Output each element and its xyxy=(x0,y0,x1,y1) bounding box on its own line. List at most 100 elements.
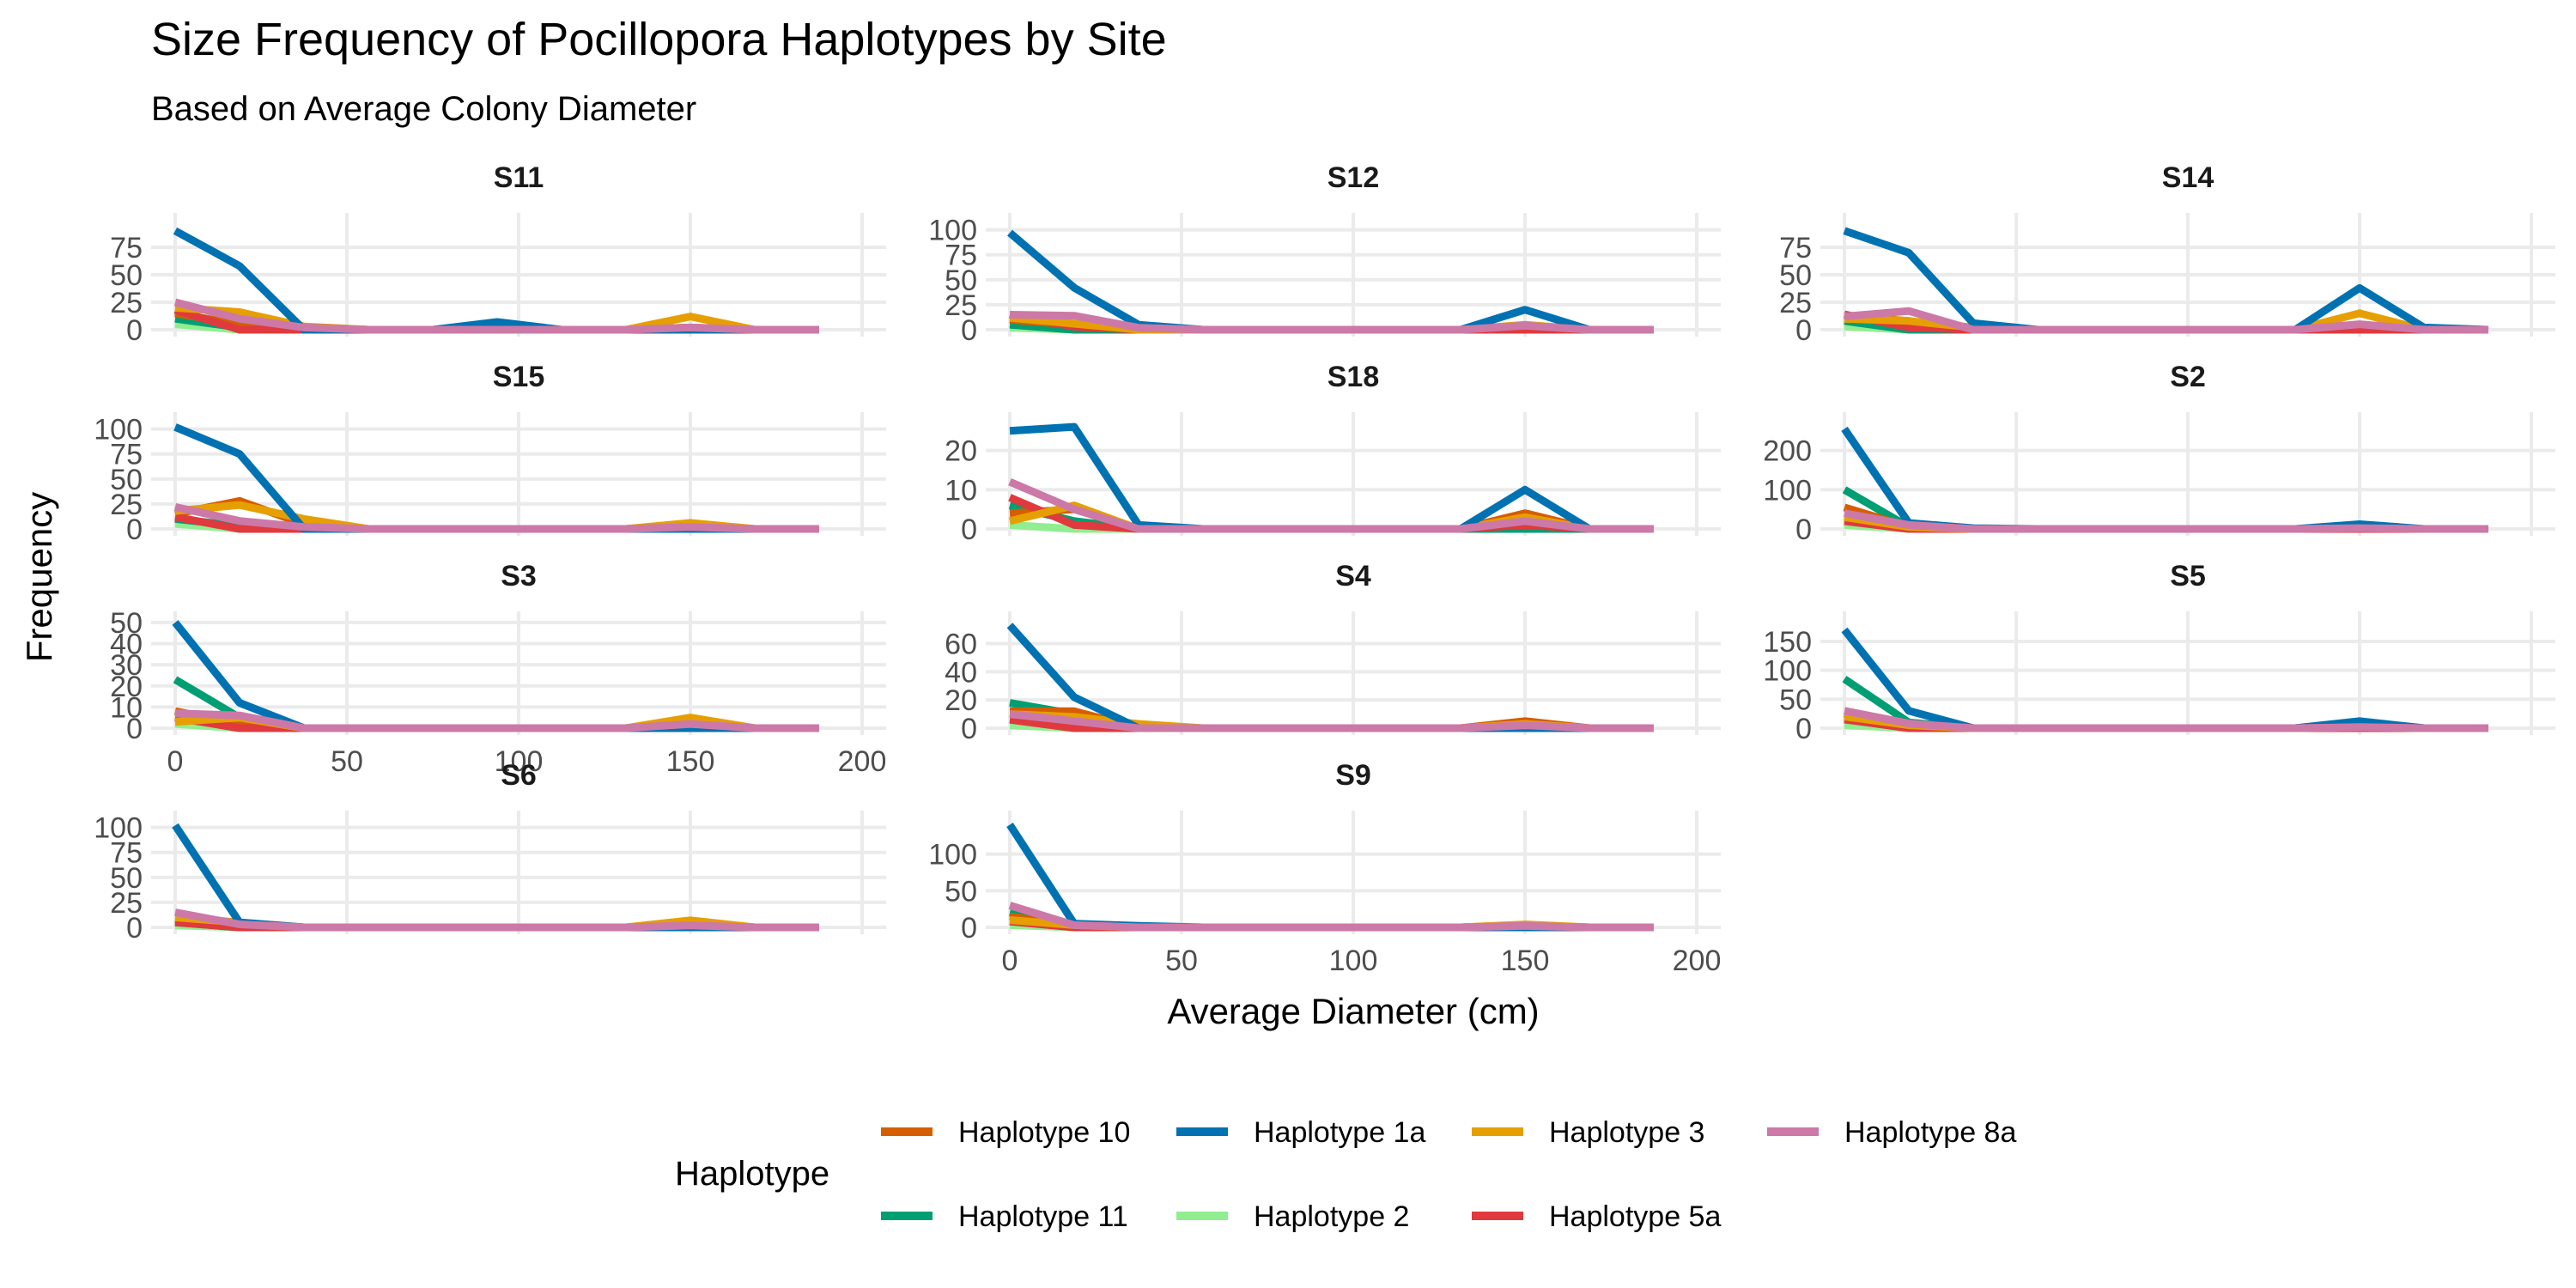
y-tick-label: 30 xyxy=(110,649,143,682)
facet-s2: S2 0 100 200 xyxy=(1763,361,2555,546)
series-line-haplotype-1a xyxy=(1006,623,1654,732)
series-line-haplotype-8a xyxy=(1008,902,1654,932)
facet-title: S2 xyxy=(2170,361,2206,393)
y-tick-label: 60 xyxy=(945,629,977,661)
y-tick-label: 10 xyxy=(110,691,143,724)
y-tick-label: 20 xyxy=(945,684,977,717)
facet-title: S4 xyxy=(1335,560,1371,592)
y-tick-label: 100 xyxy=(94,414,143,447)
series-line-haplotype-8a xyxy=(174,709,819,732)
x-tick-label: 100 xyxy=(495,745,544,778)
x-tick-label: 100 xyxy=(1329,945,1378,977)
y-tick-label: 150 xyxy=(1763,626,1812,659)
series-line-haplotype-8a xyxy=(1009,311,1654,334)
legend-item: Haplotype 8a xyxy=(1767,1116,2016,1149)
x-tick-label: 50 xyxy=(1165,945,1198,977)
facet-title: S9 xyxy=(1335,759,1371,792)
y-tick-label: 25 xyxy=(945,289,977,322)
y-tick-label: 75 xyxy=(945,240,977,272)
x-tick-label: 50 xyxy=(331,745,363,778)
x-tick-label: 150 xyxy=(666,745,715,778)
y-tick-label: 50 xyxy=(945,264,977,297)
y-tick-label: 25 xyxy=(1779,287,1812,319)
legend-label: Haplotype 2 xyxy=(1254,1200,1409,1233)
series-line-haplotype-1a xyxy=(1841,627,2488,732)
series-line-haplotype-8a xyxy=(174,908,819,932)
series-line-haplotype-8a xyxy=(174,503,819,533)
series-line-haplotype-8a xyxy=(1009,710,1654,732)
y-tick-label: 200 xyxy=(1763,435,1812,468)
y-tick-label: 50 xyxy=(110,862,143,895)
x-tick-label: 0 xyxy=(1002,945,1018,977)
y-tick-label: 25 xyxy=(110,287,143,319)
facet-title: S14 xyxy=(2162,161,2215,194)
legend-label: Haplotype 11 xyxy=(958,1200,1128,1233)
y-tick-label: 25 xyxy=(110,887,143,920)
x-tick-label: 0 xyxy=(167,745,184,778)
legend-item: Haplotype 2 xyxy=(1176,1200,1409,1233)
y-tick-label: 40 xyxy=(945,656,977,689)
series-line-haplotype-1a xyxy=(172,620,819,732)
facet-title: S5 xyxy=(2170,560,2206,592)
legend-label: Haplotype 1a xyxy=(1254,1116,1425,1149)
y-tick-label: 20 xyxy=(945,435,977,468)
y-tick-label: 0 xyxy=(126,314,143,347)
y-tick-label: 0 xyxy=(1795,513,1812,546)
x-tick-label: 200 xyxy=(838,745,887,778)
y-tick-label: 75 xyxy=(110,837,143,870)
y-tick-label: 0 xyxy=(961,713,977,745)
y-tick-label: 50 xyxy=(110,607,143,640)
x-tick-label: 150 xyxy=(1501,945,1550,977)
y-tick-label: 0 xyxy=(1795,713,1812,745)
y-tick-label: 75 xyxy=(110,439,143,471)
series-line-haplotype-1a xyxy=(1006,823,1654,932)
facet-title: S11 xyxy=(494,161,544,194)
legend-label: Haplotype 3 xyxy=(1549,1116,1704,1149)
y-tick-label: 0 xyxy=(126,713,143,745)
legend-item: Haplotype 5a xyxy=(1472,1200,1721,1233)
series-line-haplotype-8a xyxy=(1844,509,2488,533)
facet-s18: S18 0 10 20 xyxy=(945,361,1721,546)
facet-title: S15 xyxy=(493,361,545,393)
series-line-haplotype-8a xyxy=(1844,307,2488,334)
y-tick-label: 50 xyxy=(1779,259,1812,292)
y-tick-label: 100 xyxy=(1763,655,1812,688)
y-tick-label: 0 xyxy=(961,513,977,546)
legend-item: Haplotype 10 xyxy=(881,1116,1130,1149)
y-tick-label: 20 xyxy=(110,671,143,703)
y-tick-label: 50 xyxy=(1779,683,1812,716)
y-tick-label: 75 xyxy=(110,232,143,264)
chart-title: Size Frequency of Pocillopora Haplotypes… xyxy=(151,14,1167,65)
y-axis-title: Frequency xyxy=(19,492,59,662)
series-line-haplotype-8a xyxy=(1844,707,2488,732)
y-tick-label: 50 xyxy=(945,875,977,908)
y-tick-label: 0 xyxy=(961,912,977,945)
y-tick-label: 10 xyxy=(945,474,977,507)
facet-title: S18 xyxy=(1327,361,1380,393)
facet-title: S3 xyxy=(501,560,537,592)
x-tick-label: 200 xyxy=(1673,945,1722,977)
y-tick-label: 100 xyxy=(94,812,143,845)
legend-item: Haplotype 1a xyxy=(1176,1116,1425,1149)
y-tick-label: 100 xyxy=(928,215,977,247)
y-tick-label: 75 xyxy=(1779,232,1812,264)
y-tick-label: 50 xyxy=(110,464,143,496)
facet-panels: S110255075S120255075100S140255075S150255… xyxy=(94,161,2555,977)
legend-title: Haplotype xyxy=(675,1155,829,1193)
y-tick-label: 25 xyxy=(110,489,143,521)
legend-item: Haplotype 3 xyxy=(1472,1116,1704,1149)
x-axis-title: Average Diameter (cm) xyxy=(1167,991,1539,1031)
facet-title: S6 xyxy=(501,759,537,792)
y-tick-label: 0 xyxy=(961,314,977,347)
y-tick-label: 40 xyxy=(110,629,143,661)
legend-label: Haplotype 8a xyxy=(1844,1116,2016,1149)
